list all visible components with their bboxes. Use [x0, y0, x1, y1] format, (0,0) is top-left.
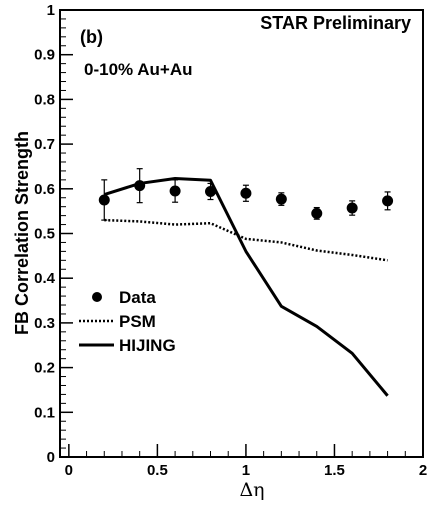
y-tick-label: 0.2: [34, 360, 55, 377]
legend-psm-label: PSM: [119, 312, 156, 331]
y-axis-label: FB Correlation Strength: [12, 131, 32, 335]
panel-label: (b): [80, 27, 103, 47]
y-tick-label: 0.9: [34, 47, 55, 64]
data-point: [240, 187, 252, 199]
y-tick-label: 0.7: [34, 136, 55, 153]
hijing-line: [103, 177, 389, 397]
y-tick-label: 0.6: [34, 181, 55, 198]
y-tick-label: 0.5: [34, 226, 55, 243]
psm-line: [104, 218, 388, 262]
experiment-label: STAR Preliminary: [260, 13, 411, 33]
y-tick-label: 1: [47, 2, 55, 19]
data-point: [311, 207, 323, 219]
y-tick-label: 0.4: [34, 270, 56, 287]
y-tick-label: 0.1: [34, 404, 55, 421]
data-point: [346, 202, 358, 214]
y-tick-label: 0.3: [34, 315, 55, 332]
legend-hijing-label: HIJING: [119, 336, 176, 355]
legend-data-label: Data: [119, 288, 156, 307]
x-tick-label: 1: [242, 462, 250, 479]
system-label: 0-10% Au+Au: [84, 60, 192, 79]
x-tick-label: 0: [65, 462, 73, 479]
data-point: [205, 185, 217, 197]
x-tick-label: 2: [419, 462, 427, 479]
data-point: [98, 194, 110, 206]
legend: Data PSM HIJING: [79, 288, 176, 355]
axes: 0 0.1 0.2 0.3 0.4 0.5 0.6 0.7 0.8 0.9 1 0 0.5 1 1.5 2: [34, 2, 427, 479]
y-tick-label: 0: [47, 449, 55, 466]
y-tick-label: 0.8: [34, 91, 55, 108]
x-axis-label: Δη: [239, 479, 264, 501]
x-tick-label: 0.5: [147, 462, 168, 479]
data-point: [134, 180, 146, 192]
data-point: [275, 193, 287, 205]
data-point: [382, 195, 394, 207]
x-tick-label: 1.5: [324, 462, 345, 479]
series-layer: [98, 168, 394, 397]
data-point: [169, 185, 181, 197]
legend-data-marker: [92, 292, 102, 302]
